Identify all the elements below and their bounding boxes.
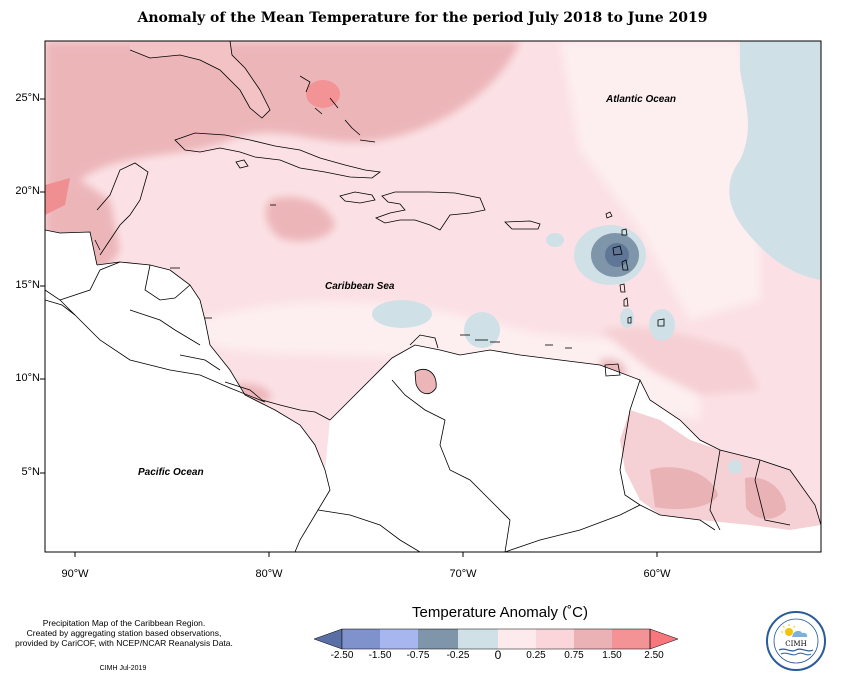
- note-line: provided by CariCOF, with NCEP/NCAR Rean…: [15, 638, 233, 648]
- lat-label-5n: 5°N: [21, 466, 40, 478]
- anomaly-zone-warm-east-band: [600, 327, 760, 395]
- legend-colorbar: [313, 628, 679, 650]
- guyana-warm-inland: [650, 467, 718, 510]
- legend-color-swatch: [498, 629, 536, 649]
- credit-text: CIMH Jul-2019: [99, 665, 147, 672]
- anomaly-zone-cool-barbados: [649, 309, 675, 341]
- lon-ticks: [74, 552, 658, 557]
- map-title: Anomaly of the Mean Temperature for the …: [137, 10, 708, 26]
- anomaly-hotspot-bahamas: [306, 80, 340, 108]
- legend-tick: 0: [494, 648, 502, 662]
- legend-color-swatch: [649, 628, 679, 650]
- lat-label-25n: 25°N: [15, 92, 40, 104]
- legend-color-swatch: [342, 629, 380, 649]
- legend-color-swatch: [313, 628, 343, 650]
- legend-tick: -0.25: [446, 650, 470, 661]
- legend-tick: 0.25: [526, 650, 546, 661]
- anomaly-zone-cool-atlantic: [729, 41, 821, 280]
- lat-label-20n: 20°N: [15, 185, 40, 197]
- caribbean-sea-label: Caribbean Sea: [325, 281, 395, 292]
- legend-tick: -2.50: [330, 650, 354, 661]
- legend-color-swatch: [380, 629, 418, 649]
- legend-color-swatch: [458, 629, 498, 649]
- central-america-land: [45, 230, 330, 552]
- note-line: Created by aggregating station based obs…: [26, 628, 222, 638]
- cimh-logo: CIMH: [766, 611, 826, 671]
- florida-land: [130, 41, 270, 118]
- legend-color-swatch: [536, 629, 574, 649]
- legend-tick: 0.75: [564, 650, 584, 661]
- lon-label-60w: 60°W: [643, 568, 671, 580]
- anomaly-zone-near-zero-atlantic: [560, 41, 760, 320]
- coastlines: [45, 41, 821, 552]
- legend-tick: 2.50: [644, 650, 664, 661]
- atlantic-ocean-label: Atlantic Ocean: [606, 94, 677, 105]
- maracaibo-warm-inland: [415, 369, 437, 394]
- anomaly-hotspot-gulf: [45, 178, 70, 215]
- lat-label-15n: 15°N: [15, 279, 40, 291]
- legend-tick: -0.75: [406, 650, 430, 661]
- anomaly-zone-cool-abc: [464, 312, 500, 348]
- legend-color-swatch: [612, 629, 650, 649]
- lat-label-10n: 10°N: [15, 372, 40, 384]
- lon-label-90w: 90°W: [61, 568, 89, 580]
- anomaly-zone-cool-grenada: [620, 308, 634, 328]
- suriname-warm-inland: [745, 477, 786, 519]
- anomaly-zone-cool-prico: [546, 233, 564, 247]
- map-notes: Precipitation Map of the Caribbean Regio…: [8, 618, 240, 648]
- legend-tick: 1.50: [602, 650, 622, 661]
- map-frame: [44, 40, 822, 553]
- guiana-cool-inland: [728, 460, 742, 474]
- anomaly-zone-cool-caribbean: [372, 300, 432, 328]
- legend-tick: -1.50: [368, 650, 392, 661]
- anomaly-zone-warm-north: [45, 41, 520, 200]
- legend-color-swatch: [574, 629, 612, 649]
- legend-title: Temperature Anomaly (˚C): [412, 604, 588, 621]
- note-line: Precipitation Map of the Caribbean Regio…: [42, 618, 206, 628]
- lon-label-80w: 80°W: [255, 568, 283, 580]
- pacific-ocean-label: Pacific Ocean: [138, 467, 204, 478]
- legend-color-swatch: [418, 629, 458, 649]
- logo-text: CIMH: [785, 640, 806, 648]
- lon-label-70w: 70°W: [449, 568, 477, 580]
- lat-ticks: [40, 98, 45, 474]
- anomaly-zone-warm-jamaica: [265, 196, 335, 242]
